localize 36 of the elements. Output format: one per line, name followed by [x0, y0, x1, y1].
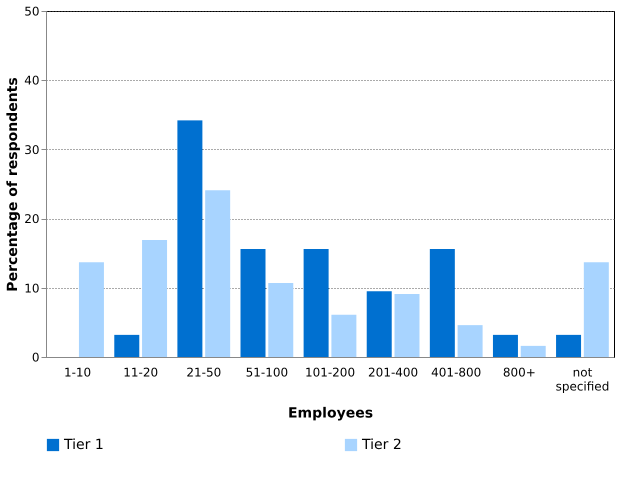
bar [556, 334, 582, 357]
x-tick-label: 800+ [502, 366, 536, 380]
x-tick-label: not specified [556, 366, 610, 394]
legend-label: Tier 2 [361, 437, 402, 453]
bar [492, 334, 518, 357]
bar [304, 249, 329, 357]
bar [240, 249, 266, 357]
bar [584, 262, 609, 357]
bar [394, 294, 420, 357]
legend-label: Tier 1 [63, 437, 104, 453]
bar [268, 282, 294, 357]
x-axis-title: Employees [288, 406, 374, 422]
bar [458, 325, 483, 357]
y-tick-label: 50 [24, 4, 40, 18]
bar [142, 240, 168, 357]
x-tick-label: 101-200 [304, 366, 356, 380]
y-tick-label: 20 [24, 212, 40, 226]
x-tick-label: 21-50 [186, 366, 222, 380]
x-tick-label: 11-20 [123, 366, 158, 380]
x-tick-label: 51-100 [246, 366, 288, 380]
bar [78, 262, 104, 357]
bar [366, 291, 392, 357]
bar [520, 346, 546, 357]
x-tick-label: 201-400 [368, 366, 418, 380]
bar [331, 314, 356, 357]
bar [114, 334, 140, 357]
y-tick-label: 30 [24, 142, 40, 157]
y-tick-label: 10 [24, 281, 40, 296]
bar [430, 249, 455, 357]
x-tick-label: 401-800 [431, 366, 482, 380]
y-axis-title: Percentage of respondents [5, 77, 22, 292]
bar [177, 120, 202, 357]
x-tick-label: 1-10 [64, 366, 92, 380]
y-tick-label: 40 [24, 74, 40, 88]
y-tick-label: 0 [32, 350, 40, 364]
bar [205, 190, 230, 357]
